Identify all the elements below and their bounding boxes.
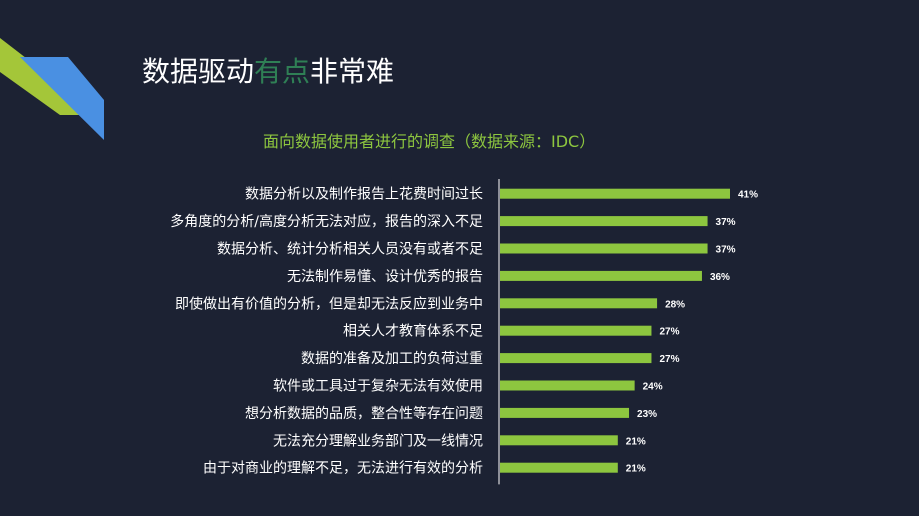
data-label: 27% [659, 354, 679, 365]
category-label: 数据分析以及制作报告上花费时间过长 [245, 187, 483, 203]
bar [500, 216, 708, 227]
category-label: 由于对商业的理解不足，无法进行有效的分析 [203, 461, 483, 477]
category-label: 即使做出有价值的分析，但是却无法反应到业务中 [175, 295, 483, 312]
data-label: 27% [659, 327, 679, 338]
data-label: 37% [716, 245, 736, 256]
category-label: 无法制作易懂、设计优秀的报告 [287, 269, 483, 285]
title-part1: 数据驱动 [142, 55, 255, 88]
category-label: 想分析数据的品质，整合性等存在问题 [245, 405, 483, 422]
data-label: 23% [637, 409, 657, 420]
bar [500, 243, 708, 254]
title-highlight: 有点 [254, 55, 311, 88]
corner-decoration [0, 38, 104, 140]
chart-title-text: 面向数据使用者进行的调查（数据来源：IDC） [263, 132, 596, 151]
bar [500, 380, 635, 391]
data-label: 24% [643, 382, 663, 393]
bar [500, 407, 630, 418]
bar [500, 270, 702, 281]
category-label: 多角度的分析/高度分析无法对应，报告的深入不足 [170, 213, 483, 230]
data-label: 41% [738, 190, 758, 201]
title-part2: 非常难 [310, 55, 395, 88]
bar [500, 298, 658, 309]
page-title: 数据驱动有点非常难 [142, 50, 394, 90]
category-label: 数据分析、统计分析相关人员没有或者不足 [217, 242, 483, 258]
bar [500, 325, 652, 336]
category-label: 无法充分理解业务部门及一线情况 [273, 433, 483, 449]
category-label: 数据的准备及加工的负荷过重 [301, 350, 483, 367]
category-label: 软件或工具过于复杂无法有效使用 [273, 378, 483, 395]
blue-stripe [20, 57, 104, 140]
bar [500, 353, 652, 364]
bar [500, 435, 618, 446]
bar [500, 462, 618, 473]
category-label: 相关人才教育体系不足 [343, 324, 483, 340]
data-label: 36% [710, 272, 730, 283]
data-label: 21% [626, 464, 646, 475]
data-label: 37% [716, 217, 736, 228]
data-label: 28% [665, 299, 685, 310]
data-label: 21% [626, 436, 646, 447]
bar [500, 188, 730, 199]
